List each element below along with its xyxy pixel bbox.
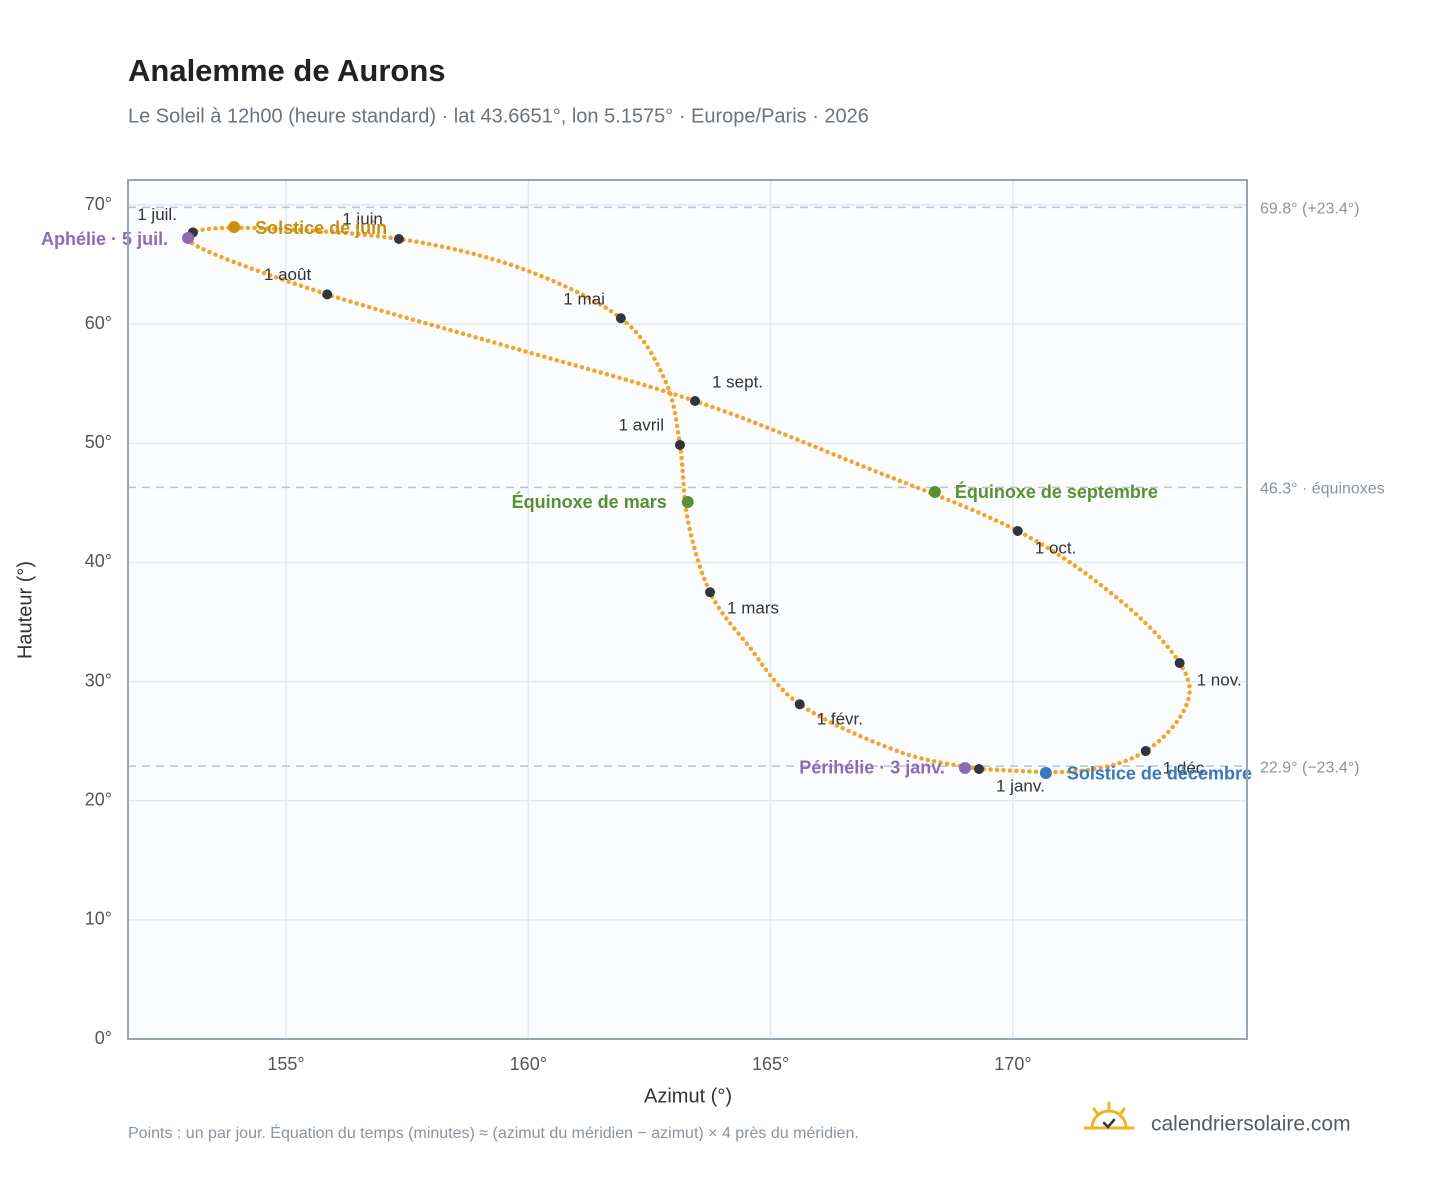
event-marker	[928, 486, 941, 499]
month-marker	[322, 289, 333, 300]
event-marker	[228, 221, 241, 234]
month-label: 1 déc.	[1163, 759, 1209, 778]
y-tick-label: 40°	[85, 551, 112, 571]
month-marker	[615, 313, 626, 324]
event-marker	[681, 496, 694, 509]
y-tick-label: 0°	[95, 1028, 112, 1048]
month-marker	[690, 396, 701, 407]
month-marker	[974, 764, 985, 775]
event-label: Aphélie · 5 juil.	[41, 229, 168, 249]
chart-subtitle: Le Soleil à 12h00 (heure standard) · lat…	[128, 105, 869, 127]
month-marker	[1174, 657, 1185, 668]
month-label: 1 janv.	[996, 777, 1045, 796]
month-marker	[674, 439, 685, 450]
event-marker	[1039, 766, 1052, 779]
month-label: 1 nov.	[1197, 670, 1242, 689]
event-marker	[958, 761, 971, 774]
chart-title: Analemme de Aurons	[128, 53, 446, 88]
brand-logo	[1083, 1101, 1135, 1130]
month-marker	[705, 587, 716, 598]
month-label: 1 mars	[727, 599, 779, 618]
reference-label: 46.3° · équinoxes	[1260, 481, 1385, 498]
reference-label: 22.9° (−23.4°)	[1260, 759, 1360, 776]
y-axis-label: Hauteur (°)	[14, 561, 36, 659]
layer: 1 janv. 1 févr. 1 mars 1 avril 1 mai 1 juin 1 …	[41, 205, 1252, 796]
y-tick-label: 70°	[85, 194, 112, 214]
plot-frame	[127, 179, 1248, 1040]
event-label: Solstice de décembre	[1067, 764, 1252, 784]
month-marker	[393, 233, 404, 244]
x-tick-label: 170°	[994, 1054, 1031, 1074]
brand: calendriersolaire.com	[1151, 1113, 1351, 1136]
x-tick-label: 155°	[267, 1054, 304, 1074]
event-label: Solstice de juin	[255, 218, 387, 238]
month-marker	[1012, 525, 1023, 536]
y-tick-label: 20°	[85, 789, 112, 809]
event-label: Périhélie · 3 janv.	[799, 758, 945, 778]
month-label: 1 sept.	[712, 372, 763, 391]
x-tick-label: 160°	[510, 1054, 547, 1074]
footnote: Points : un par jour. Équation du temps …	[128, 1123, 859, 1142]
x-axis-label: Azimut (°)	[644, 1085, 732, 1107]
y-tick-label: 10°	[85, 909, 112, 929]
event-marker	[182, 232, 195, 245]
month-label: 1 juil.	[137, 205, 177, 224]
y-tick-label: 30°	[85, 670, 112, 690]
month-label: 1 mai	[563, 290, 605, 309]
y-tick-label: 50°	[85, 432, 112, 452]
reference-label: 69.8° (+23.4°)	[1260, 201, 1360, 218]
y-tick-label: 60°	[85, 313, 112, 333]
event-label: Équinoxe de mars	[512, 491, 667, 512]
month-label: 1 oct.	[1035, 538, 1077, 557]
month-marker	[1140, 746, 1151, 757]
analemma-path	[184, 225, 1192, 775]
event-label: Équinoxe de septembre	[955, 481, 1158, 502]
x-tick-label: 165°	[752, 1054, 789, 1074]
month-marker	[794, 699, 805, 710]
plot-area	[128, 180, 1247, 1039]
month-label: 1 avril	[619, 415, 664, 434]
month-label: 1 juin	[342, 209, 383, 228]
month-label: 1 août	[264, 265, 312, 284]
month-label: 1 févr.	[817, 710, 863, 729]
